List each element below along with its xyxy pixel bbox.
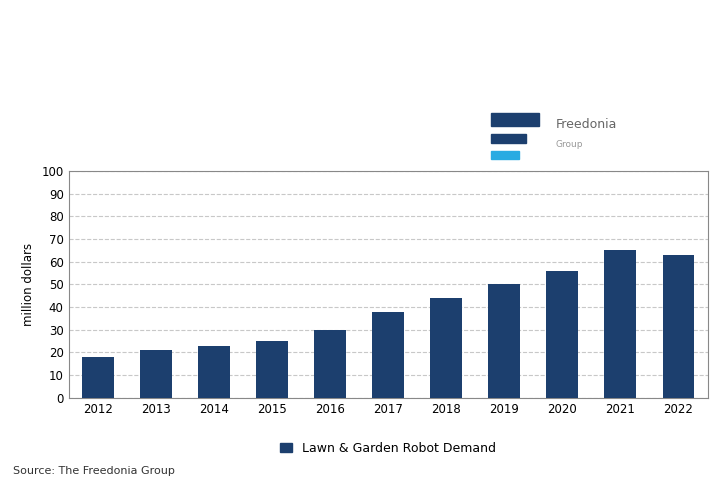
Bar [491, 134, 526, 143]
Bar [491, 151, 519, 159]
Bar [198, 346, 230, 398]
Bar [314, 330, 346, 398]
Legend: Lawn & Garden Robot Demand: Lawn & Garden Robot Demand [280, 442, 496, 455]
Bar [604, 251, 636, 398]
Bar [663, 255, 695, 398]
Bar [488, 284, 521, 398]
Text: Group: Group [556, 140, 583, 149]
Y-axis label: million dollars: million dollars [22, 243, 35, 326]
Bar [140, 350, 172, 398]
Bar [491, 113, 539, 126]
Bar [82, 357, 113, 398]
Bar [547, 271, 578, 398]
Text: Freedonia: Freedonia [556, 118, 617, 131]
Text: Figure 3-1.
Lawn & Garden Robot Demand,
2012 – 2022
(million dollars): Figure 3-1. Lawn & Garden Robot Demand, … [13, 13, 233, 81]
Text: Source: The Freedonia Group: Source: The Freedonia Group [13, 466, 175, 476]
Bar [430, 298, 462, 398]
Bar [256, 341, 288, 398]
Bar [372, 311, 404, 398]
